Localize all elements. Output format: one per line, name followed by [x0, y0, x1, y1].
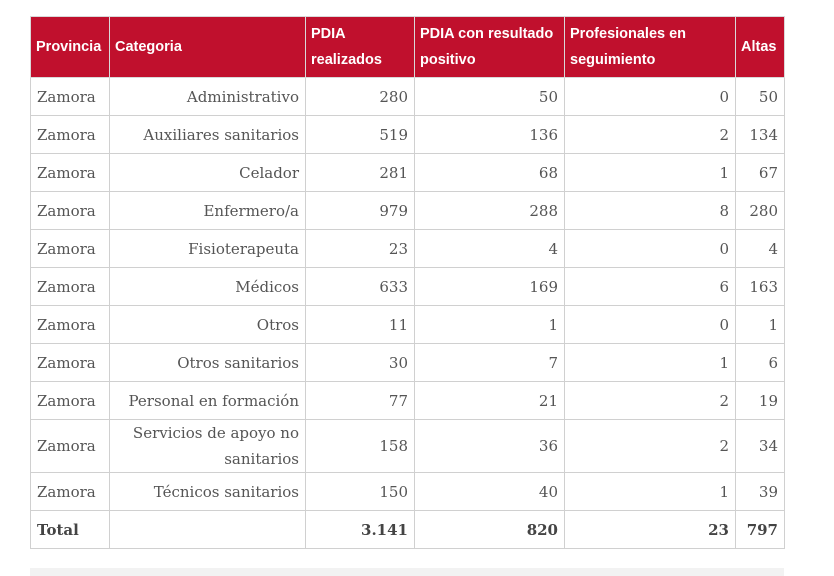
cell-altas: 6 [735, 343, 785, 382]
cell-altas: 50 [735, 77, 785, 116]
data-table-container: Provincia Categoria PDIA realizados PDIA… [30, 16, 785, 549]
cell-seguimiento: 0 [564, 77, 736, 116]
cell-provincia: Zamora [30, 77, 110, 116]
cell-provincia: Zamora [30, 153, 110, 192]
cell-altas: 39 [735, 472, 785, 511]
cell-categoria: Auxiliares sanitarios [109, 115, 306, 154]
cell-seguimiento: 1 [564, 343, 736, 382]
cell-categoria: Otros [109, 305, 306, 344]
total-row: Total 3.141 820 23 797 [30, 510, 785, 549]
cell-pdia: 281 [305, 153, 415, 192]
cell-categoria: Otros sanitarios [109, 343, 306, 382]
cell-categoria: Servicios de apoyo no sanitarios [109, 419, 306, 473]
cell-seguimiento: 0 [564, 229, 736, 268]
cell-pdia: 23 [305, 229, 415, 268]
cell-positivo: 4 [414, 229, 565, 268]
cell-pdia: 150 [305, 472, 415, 511]
header-categoria: Categoria [109, 16, 306, 78]
cell-pdia: 77 [305, 381, 415, 420]
cell-categoria: Celador [109, 153, 306, 192]
cell-seguimiento: 2 [564, 419, 736, 473]
cell-seguimiento: 0 [564, 305, 736, 344]
cell-categoria: Enfermero/a [109, 191, 306, 230]
header-profesionales-seguimiento: Profesionales en seguimiento [564, 16, 736, 78]
cell-provincia: Zamora [30, 343, 110, 382]
bottom-divider [30, 568, 784, 576]
cell-pdia: 280 [305, 77, 415, 116]
cell-positivo: 7 [414, 343, 565, 382]
cell-seguimiento: 8 [564, 191, 736, 230]
cell-positivo: 50 [414, 77, 565, 116]
cell-positivo: 288 [414, 191, 565, 230]
cell-altas: 134 [735, 115, 785, 154]
cell-seguimiento: 1 [564, 472, 736, 511]
table-row: Zamora Servicios de apoyo no sanitarios … [30, 419, 785, 473]
table-row: Zamora Celador 281 68 1 67 [30, 153, 785, 192]
cell-seguimiento: 6 [564, 267, 736, 306]
table-row: Zamora Personal en formación 77 21 2 19 [30, 381, 785, 420]
cell-altas: 4 [735, 229, 785, 268]
cell-categoria: Administrativo [109, 77, 306, 116]
header-provincia: Provincia [30, 16, 110, 78]
cell-pdia: 979 [305, 191, 415, 230]
cell-altas: 67 [735, 153, 785, 192]
cell-provincia: Zamora [30, 472, 110, 511]
header-pdia-positivo: PDIA con resultado positivo [414, 16, 565, 78]
cell-provincia: Zamora [30, 191, 110, 230]
table-row: Zamora Técnicos sanitarios 150 40 1 39 [30, 472, 785, 511]
cell-provincia: Zamora [30, 381, 110, 420]
pdia-table: Provincia Categoria PDIA realizados PDIA… [30, 16, 785, 549]
table-header-row: Provincia Categoria PDIA realizados PDIA… [30, 16, 785, 78]
cell-pdia: 633 [305, 267, 415, 306]
cell-positivo: 68 [414, 153, 565, 192]
cell-positivo: 36 [414, 419, 565, 473]
cell-altas: 163 [735, 267, 785, 306]
total-pdia: 3.141 [305, 510, 415, 549]
table-row: Zamora Enfermero/a 979 288 8 280 [30, 191, 785, 230]
cell-provincia: Zamora [30, 229, 110, 268]
total-altas: 797 [735, 510, 785, 549]
cell-seguimiento: 2 [564, 115, 736, 154]
cell-categoria: Personal en formación [109, 381, 306, 420]
cell-altas: 280 [735, 191, 785, 230]
cell-categoria: Fisioterapeuta [109, 229, 306, 268]
cell-categoria: Técnicos sanitarios [109, 472, 306, 511]
cell-provincia: Zamora [30, 267, 110, 306]
cell-positivo: 40 [414, 472, 565, 511]
total-seguimiento: 23 [564, 510, 736, 549]
table-row: Zamora Administrativo 280 50 0 50 [30, 77, 785, 116]
cell-pdia: 158 [305, 419, 415, 473]
total-positivo: 820 [414, 510, 565, 549]
header-altas: Altas [735, 16, 785, 78]
cell-pdia: 30 [305, 343, 415, 382]
cell-seguimiento: 1 [564, 153, 736, 192]
total-label: Total [30, 510, 110, 549]
table-row: Zamora Auxiliares sanitarios 519 136 2 1… [30, 115, 785, 154]
cell-altas: 19 [735, 381, 785, 420]
cell-pdia: 519 [305, 115, 415, 154]
cell-seguimiento: 2 [564, 381, 736, 420]
table-row: Zamora Fisioterapeuta 23 4 0 4 [30, 229, 785, 268]
cell-positivo: 21 [414, 381, 565, 420]
header-pdia-realizados: PDIA realizados [305, 16, 415, 78]
cell-altas: 34 [735, 419, 785, 473]
cell-provincia: Zamora [30, 419, 110, 473]
cell-positivo: 169 [414, 267, 565, 306]
table-row: Zamora Médicos 633 169 6 163 [30, 267, 785, 306]
cell-positivo: 1 [414, 305, 565, 344]
cell-provincia: Zamora [30, 115, 110, 154]
cell-provincia: Zamora [30, 305, 110, 344]
table-row: Zamora Otros sanitarios 30 7 1 6 [30, 343, 785, 382]
cell-categoria: Médicos [109, 267, 306, 306]
table-row: Zamora Otros 11 1 0 1 [30, 305, 785, 344]
total-empty-cell [109, 510, 306, 549]
cell-altas: 1 [735, 305, 785, 344]
cell-positivo: 136 [414, 115, 565, 154]
cell-pdia: 11 [305, 305, 415, 344]
